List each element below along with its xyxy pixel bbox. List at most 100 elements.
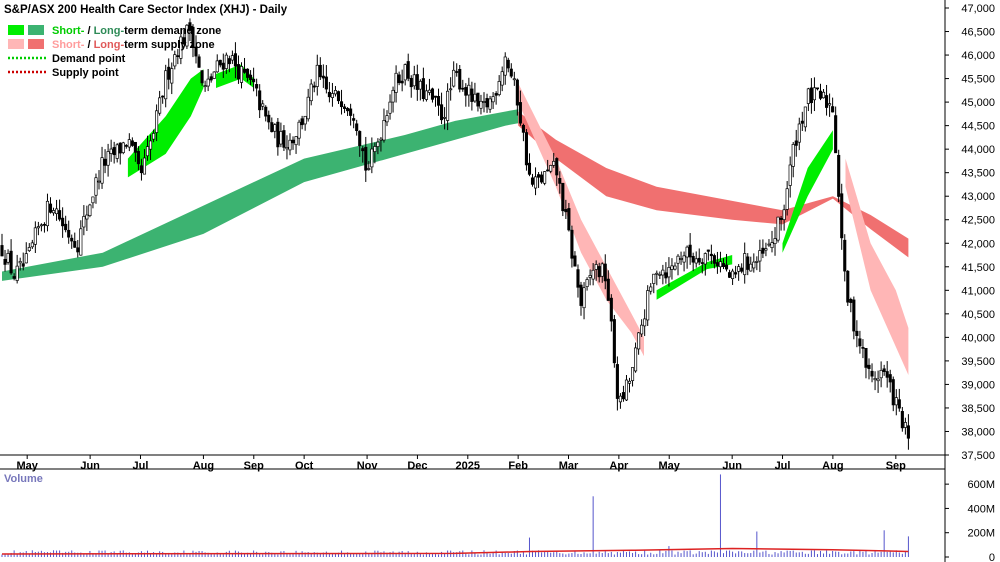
candle-body [39, 224, 43, 227]
candle-body [527, 162, 532, 175]
price-y-tick-label: 40,000 [961, 332, 995, 344]
candle-body [42, 223, 46, 226]
candle-body [533, 176, 538, 189]
candle-body [170, 68, 174, 84]
candle-body [667, 267, 671, 278]
price-y-tick-label: 38,500 [961, 403, 995, 415]
candle-body [109, 148, 113, 154]
x-tick-label: Feb [508, 460, 528, 472]
candle-body [512, 78, 516, 81]
candle-body [724, 264, 729, 270]
price-y-tick-label: 45,000 [961, 97, 995, 109]
x-tick-label: Apr [609, 460, 629, 472]
legend-long-supply-swatch [28, 39, 44, 49]
candle-body [285, 146, 289, 150]
candle-body [9, 250, 13, 274]
candle-body [58, 210, 62, 220]
price-y-tick-label: 39,500 [961, 356, 995, 368]
candle-body [118, 142, 122, 154]
candle-body [182, 37, 186, 45]
candle-body [746, 256, 750, 270]
candle-body [479, 100, 483, 109]
candle-body [825, 95, 829, 108]
candle-body [258, 90, 262, 111]
candle-body [849, 299, 853, 303]
candle-body [249, 74, 253, 80]
candle-body [627, 380, 632, 384]
candle-body [870, 370, 874, 377]
candle-body [76, 247, 80, 253]
candle-body [743, 253, 747, 276]
candle-body [779, 217, 783, 220]
candle-body [618, 395, 622, 403]
candle-body [530, 177, 535, 185]
candle-body [585, 279, 589, 287]
legend-entry-label: Demand point [52, 53, 126, 65]
candle-body [100, 157, 104, 184]
candle-body [485, 98, 489, 108]
long-term-supply-zone [518, 111, 909, 258]
candle-body [834, 115, 838, 154]
price-y-tick-label: 44,000 [961, 144, 995, 156]
x-tick-label: Jun [722, 460, 742, 472]
candle-body [703, 253, 707, 265]
candle-body [803, 106, 807, 128]
candle-body [294, 136, 298, 146]
candle-body [346, 108, 350, 112]
candle-body [391, 89, 395, 103]
candle-body [33, 227, 37, 245]
candle-body [609, 297, 613, 322]
candle-body [64, 223, 68, 231]
candle-body [903, 422, 907, 428]
candle-body [212, 71, 216, 79]
candle-body [288, 139, 292, 151]
candle-body [712, 255, 716, 264]
candle-body [831, 106, 835, 113]
candle-body [691, 256, 695, 263]
candle-body [309, 83, 313, 102]
candle-body [349, 108, 353, 116]
x-tick-label: Jun [80, 460, 100, 472]
candle-body [776, 216, 780, 241]
candle-body [670, 265, 674, 270]
legend-short-supply-swatch [8, 39, 24, 49]
candle-body [558, 178, 562, 184]
candle-body [403, 64, 407, 81]
candle-body [791, 144, 795, 167]
price-y-tick-label: 47,000 [961, 3, 995, 15]
candle-body [755, 261, 759, 263]
price-y-tick-label: 42,500 [961, 215, 995, 227]
candle-body [85, 214, 89, 220]
candle-body [688, 244, 692, 258]
candle-body [879, 370, 883, 379]
candle-body [661, 269, 665, 276]
candle-body [103, 158, 107, 166]
candle-body [303, 115, 307, 125]
candle-body [846, 270, 850, 303]
candle-body [306, 96, 310, 120]
x-tick-label: May [16, 460, 38, 472]
candle-body [433, 95, 438, 98]
x-tick-label: Sep [244, 460, 264, 472]
candle-body [227, 58, 231, 65]
volume-y-tick-label: 600M [967, 479, 995, 491]
candle-body [885, 371, 889, 378]
candle-body [815, 87, 820, 90]
candle-body [242, 68, 247, 73]
candle-body [185, 24, 189, 47]
candle-body [97, 180, 101, 183]
candle-body [764, 248, 768, 251]
candle-body [473, 93, 477, 102]
candle-body [142, 157, 147, 175]
candle-body [233, 53, 237, 67]
candle-body [715, 262, 719, 267]
price-y-tick-label: 44,500 [961, 121, 995, 133]
candle-body [455, 71, 459, 73]
candle-body [279, 131, 283, 145]
candle-body [600, 263, 604, 277]
candle-body [224, 54, 228, 69]
candle-body [379, 138, 383, 141]
candle-body [797, 123, 801, 143]
candle-body [579, 284, 583, 306]
